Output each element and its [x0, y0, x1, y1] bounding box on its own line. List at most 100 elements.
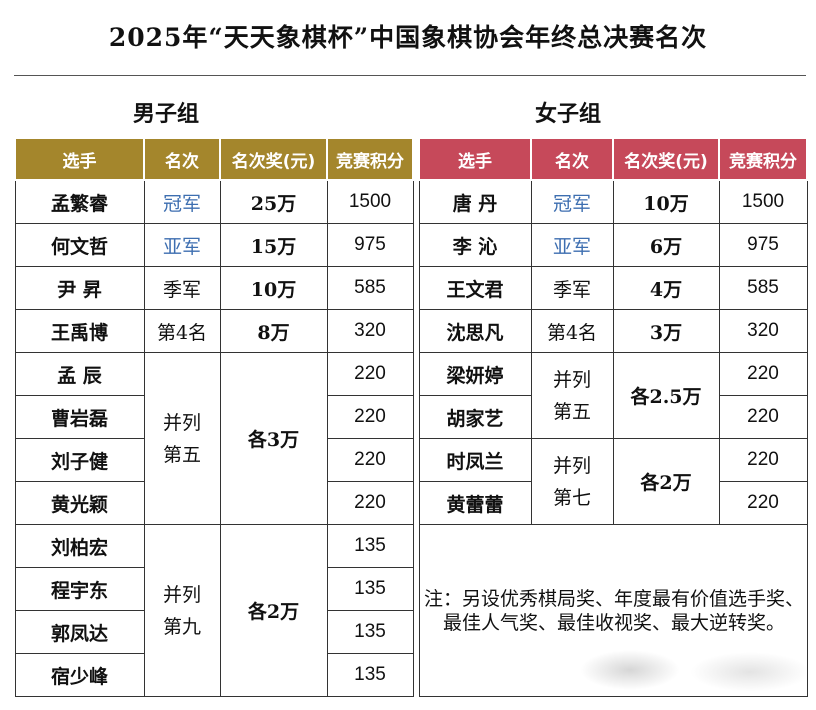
tied-fifth-rank-label: 并列 第五	[162, 411, 201, 466]
player-name: 刘柏宏	[14, 524, 145, 568]
player-name: 沈思凡	[418, 309, 532, 353]
points-cell: 1500	[326, 179, 414, 224]
player-name: 王文君	[418, 266, 532, 310]
rank-cell: 第4名	[530, 309, 614, 353]
table-row: 刘子健 220	[14, 438, 414, 482]
player-name: 黄光颖	[14, 481, 145, 525]
points-cell: 135	[326, 653, 414, 697]
player-name: 郭凤达	[14, 610, 145, 654]
rank-cell: 季军	[530, 266, 614, 310]
rank-cell: 季军	[143, 266, 221, 310]
table-row: 梁妍婷 并列 第五 各2.5万 220	[418, 352, 808, 439]
rank-cell: 冠军	[530, 179, 614, 224]
table-header-row: 选手 名次 名次奖(元) 竞赛积分	[14, 137, 414, 181]
men-ranking-table: 选手 名次 名次奖(元) 竞赛积分 孟繁睿 冠军 25万 1500 何文哲 亚军…	[14, 137, 414, 697]
women-ranking-table: 选手 名次 名次奖(元) 竞赛积分 唐 丹 冠军 10万 1500 李 沁 亚军…	[418, 137, 808, 697]
points-cell: 585	[326, 266, 414, 310]
tied-fifth-prize-cell: 各3万	[219, 352, 328, 525]
table-row: 胡家艺 220	[418, 395, 808, 439]
table-row: 时凤兰 并列 第七 各2万 220	[418, 438, 808, 525]
table-row: 黄蕾蕾 220	[418, 481, 808, 525]
tied-seventh-prize-cell: 各2万	[612, 438, 720, 525]
tied-seventh-rank-cell: 并列 第七	[530, 438, 614, 525]
rank-cell: 亚军	[530, 223, 614, 267]
header-prize: 名次奖(元)	[219, 137, 328, 181]
table-row: 唐 丹 冠军 10万 1500	[418, 179, 808, 224]
rank-cell: 亚军	[143, 223, 221, 267]
page-title: 2025年“天天象棋杯”中国象棋协会年终总决赛名次	[108, 23, 708, 52]
player-name: 李 沁	[418, 223, 532, 267]
rank-cell: 冠军	[143, 179, 221, 224]
table-row: 尹 昇 季军 10万 585	[14, 266, 414, 310]
prize-cell: 10万	[219, 266, 328, 310]
title-divider	[14, 75, 806, 76]
prize-cell: 15万	[219, 223, 328, 267]
points-cell: 220	[326, 481, 414, 525]
table-header-row: 选手 名次 名次奖(元) 竞赛积分	[418, 137, 808, 181]
player-name: 孟繁睿	[14, 179, 145, 224]
player-name: 梁妍婷	[418, 352, 532, 396]
points-cell: 135	[326, 524, 414, 568]
watermark-blur	[690, 652, 810, 692]
points-cell: 220	[718, 438, 808, 482]
table-row: 宿少峰 135	[14, 653, 414, 697]
header-rank: 名次	[530, 137, 614, 181]
player-name: 时凤兰	[418, 438, 532, 482]
points-cell: 220	[326, 438, 414, 482]
table-row: 王禹博 第4名 8万 320	[14, 309, 414, 353]
player-name: 宿少峰	[14, 653, 145, 697]
table-row: 孟 辰 并列 第五 各3万 220	[14, 352, 414, 525]
watermark-blur	[580, 650, 680, 690]
table-row: 郭凤达 135	[14, 610, 414, 654]
header-player: 选手	[418, 137, 532, 181]
points-cell: 320	[718, 309, 808, 353]
prize-cell: 6万	[612, 223, 720, 267]
player-name: 王禹博	[14, 309, 145, 353]
tied-seventh-rank-label: 并列 第七	[552, 454, 591, 509]
header-points: 竞赛积分	[326, 137, 414, 181]
table-row: 曹岩磊 220	[14, 395, 414, 439]
prize-cell: 8万	[219, 309, 328, 353]
prize-cell: 3万	[612, 309, 720, 353]
points-cell: 975	[326, 223, 414, 267]
points-cell: 975	[718, 223, 808, 267]
tied-fifth-prize-cell: 各2.5万	[612, 352, 720, 439]
points-cell: 135	[326, 610, 414, 654]
points-cell: 585	[718, 266, 808, 310]
header-rank: 名次	[143, 137, 221, 181]
player-name: 何文哲	[14, 223, 145, 267]
tied-ninth-rank-label: 并列 第九	[162, 583, 201, 638]
player-name: 黄蕾蕾	[418, 481, 532, 525]
table-row: 沈思凡 第4名 3万 320	[418, 309, 808, 353]
table-row: 刘柏宏 并列 第九 各2万 135	[14, 524, 414, 697]
points-cell: 220	[326, 352, 414, 396]
points-cell: 220	[718, 481, 808, 525]
points-cell: 220	[326, 395, 414, 439]
table-row: 程宇东 135	[14, 567, 414, 611]
header-points: 竞赛积分	[718, 137, 808, 181]
prize-cell: 4万	[612, 266, 720, 310]
tied-ninth-rank-cell: 并列 第九	[143, 524, 221, 697]
points-cell: 220	[718, 352, 808, 396]
table-row: 王文君 季军 4万 585	[418, 266, 808, 310]
prize-cell: 10万	[612, 179, 720, 224]
player-name: 胡家艺	[418, 395, 532, 439]
points-cell: 220	[718, 395, 808, 439]
awards-note: 注：另设优秀棋局奖、年度最有价值选手奖、最佳人气奖、最佳收视奖、最大逆转奖。	[423, 587, 804, 634]
women-group-title: 女子组	[535, 101, 602, 127]
men-group-title: 男子组	[133, 101, 200, 127]
tied-fifth-rank-label: 并列 第五	[552, 368, 591, 423]
points-cell: 320	[326, 309, 414, 353]
player-name: 程宇东	[14, 567, 145, 611]
player-name: 刘子健	[14, 438, 145, 482]
table-row: 黄光颖 220	[14, 481, 414, 525]
player-name: 尹 昇	[14, 266, 145, 310]
tied-fifth-rank-cell: 并列 第五	[143, 352, 221, 525]
table-row: 何文哲 亚军 15万 975	[14, 223, 414, 267]
player-name: 孟 辰	[14, 352, 145, 396]
rank-cell: 第4名	[143, 309, 221, 353]
header-prize: 名次奖(元)	[612, 137, 720, 181]
player-name: 唐 丹	[418, 179, 532, 224]
player-name: 曹岩磊	[14, 395, 145, 439]
table-row: 李 沁 亚军 6万 975	[418, 223, 808, 267]
